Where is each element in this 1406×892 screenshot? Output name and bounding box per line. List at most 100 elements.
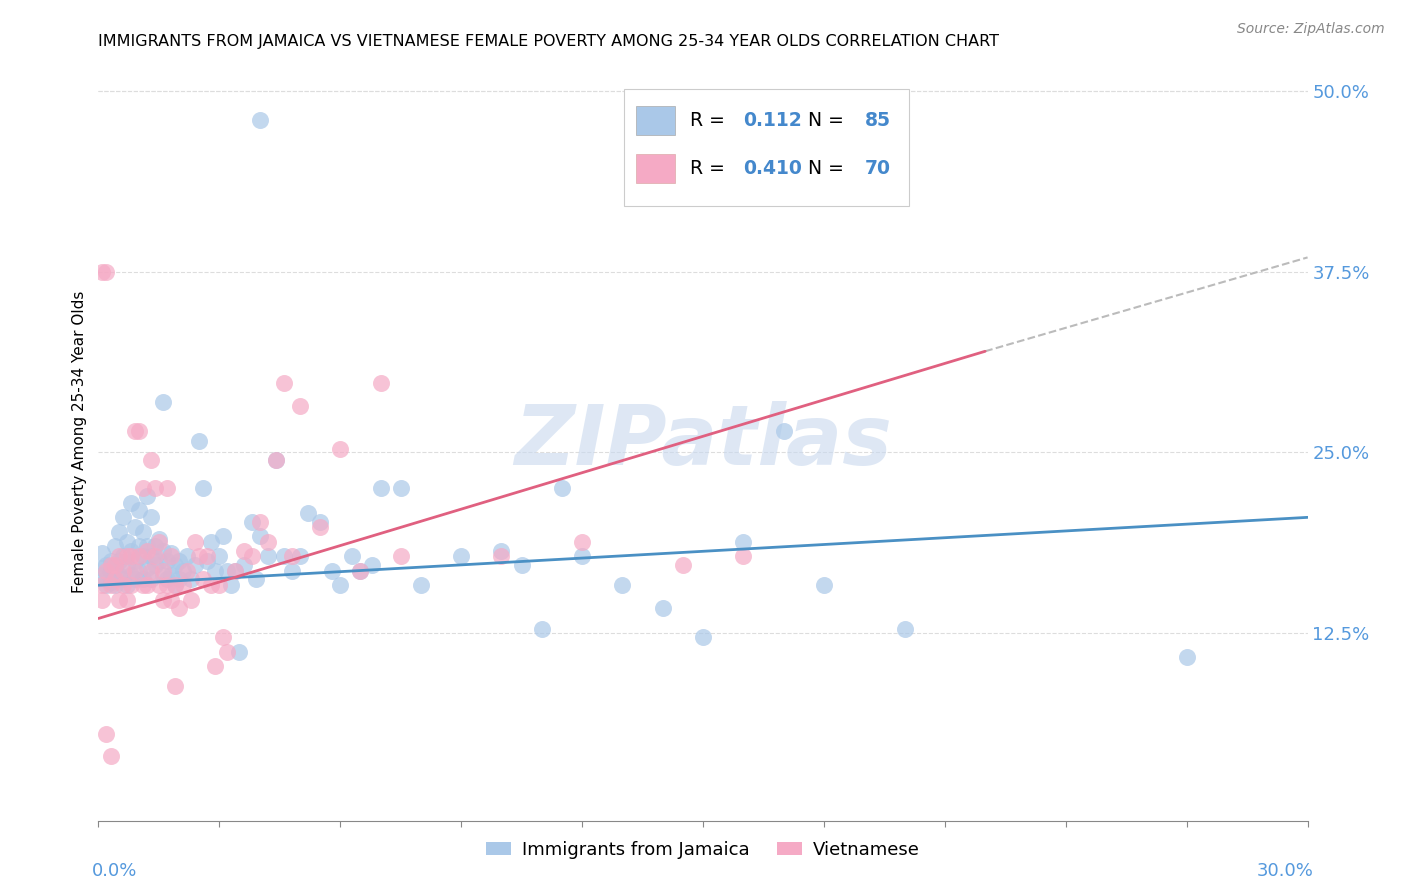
Point <box>120 578 142 592</box>
Point <box>120 496 142 510</box>
Point <box>103 561 125 575</box>
Point <box>139 564 162 578</box>
Point <box>176 549 198 564</box>
Point <box>204 564 226 578</box>
Point <box>329 578 352 592</box>
Point <box>245 573 267 587</box>
Point <box>551 482 574 496</box>
Point <box>232 543 254 558</box>
Point <box>651 601 673 615</box>
Point <box>96 578 118 592</box>
Point <box>96 558 118 572</box>
Y-axis label: Female Poverty Among 25-34 Year Olds: Female Poverty Among 25-34 Year Olds <box>72 291 87 592</box>
Point <box>256 549 278 564</box>
Point <box>389 549 412 564</box>
Point <box>212 529 235 543</box>
Point <box>139 510 162 524</box>
Point <box>103 539 125 553</box>
Point <box>139 573 162 587</box>
Point <box>107 592 129 607</box>
Point <box>115 558 138 572</box>
Point <box>100 564 122 578</box>
Point <box>163 558 186 572</box>
Point <box>107 568 129 582</box>
Point <box>135 489 157 503</box>
Point <box>124 573 146 587</box>
Point <box>160 546 183 560</box>
Point <box>124 564 146 578</box>
FancyBboxPatch shape <box>637 154 675 183</box>
Point <box>160 549 183 564</box>
Point <box>128 549 150 564</box>
Point <box>893 622 915 636</box>
Point <box>91 568 114 582</box>
Point <box>143 558 166 572</box>
Point <box>772 424 794 438</box>
Point <box>111 564 134 578</box>
Point <box>160 568 183 582</box>
Point <box>120 568 142 582</box>
Point <box>297 506 319 520</box>
Text: N =: N = <box>796 112 851 130</box>
Point <box>156 573 179 587</box>
Point <box>128 539 150 553</box>
Point <box>167 573 190 587</box>
Point <box>273 376 295 390</box>
Text: 30.0%: 30.0% <box>1257 863 1313 880</box>
Point <box>281 564 304 578</box>
Point <box>120 549 142 564</box>
Point <box>107 524 129 539</box>
Legend: Immigrants from Jamaica, Vietnamese: Immigrants from Jamaica, Vietnamese <box>479 834 927 866</box>
Point <box>152 592 174 607</box>
Point <box>103 578 125 592</box>
Point <box>571 535 593 549</box>
Point <box>733 535 755 549</box>
Point <box>124 554 146 568</box>
Point <box>240 549 263 564</box>
Point <box>188 434 211 448</box>
Text: 0.0%: 0.0% <box>93 863 138 880</box>
Point <box>349 564 371 578</box>
Point <box>143 539 166 553</box>
Point <box>212 630 235 644</box>
Point <box>733 549 755 564</box>
Point <box>217 564 239 578</box>
Point <box>228 645 250 659</box>
Point <box>329 442 352 457</box>
Point <box>156 578 179 592</box>
Point <box>120 543 142 558</box>
Point <box>491 543 513 558</box>
Point <box>139 549 162 564</box>
Point <box>221 578 243 592</box>
Point <box>91 265 114 279</box>
Point <box>224 564 246 578</box>
Point <box>111 510 134 524</box>
Point <box>370 376 392 390</box>
Point <box>309 520 332 534</box>
Point <box>813 578 835 592</box>
Point <box>135 578 157 592</box>
Point <box>349 564 371 578</box>
Point <box>450 549 472 564</box>
Point <box>273 549 295 564</box>
Point <box>264 452 287 467</box>
Point <box>176 564 198 578</box>
Point <box>188 549 211 564</box>
Point <box>139 452 162 467</box>
Point <box>135 539 157 553</box>
Point <box>111 573 134 587</box>
Point <box>124 520 146 534</box>
Point <box>91 578 114 592</box>
Point <box>281 549 304 564</box>
Point <box>409 578 432 592</box>
Point <box>152 568 174 582</box>
Point <box>107 549 129 564</box>
Point <box>200 535 222 549</box>
Point <box>1175 650 1198 665</box>
Point <box>132 482 155 496</box>
FancyBboxPatch shape <box>637 106 675 136</box>
Point <box>148 554 170 568</box>
Point <box>128 503 150 517</box>
Point <box>111 578 134 592</box>
Point <box>256 535 278 549</box>
